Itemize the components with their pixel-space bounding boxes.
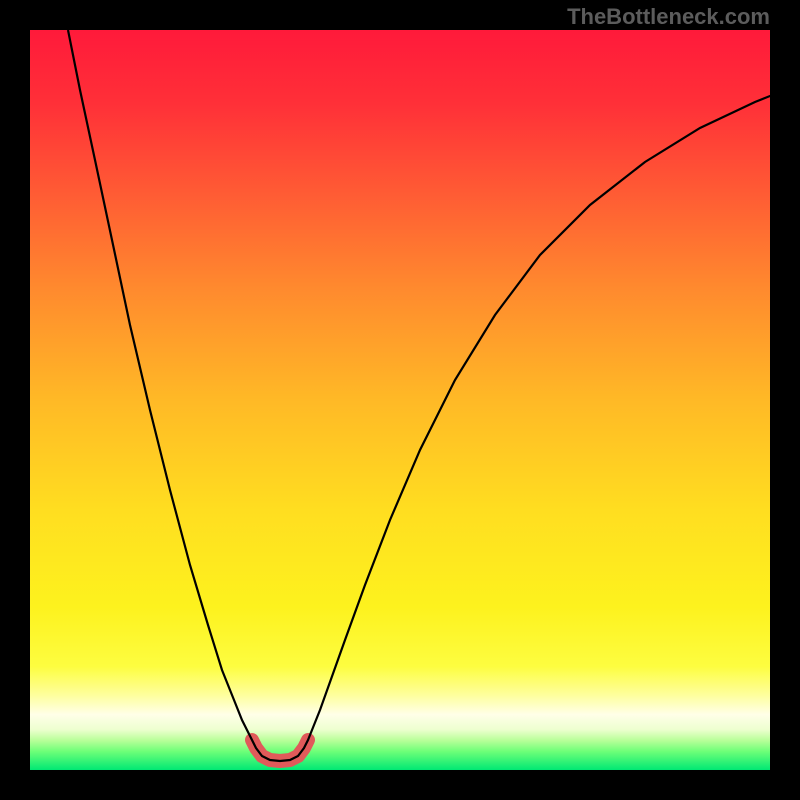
plot-area (30, 30, 770, 770)
chart-container: TheBottleneck.com (0, 0, 800, 800)
chart-svg (0, 0, 800, 800)
watermark-text: TheBottleneck.com (567, 4, 770, 30)
